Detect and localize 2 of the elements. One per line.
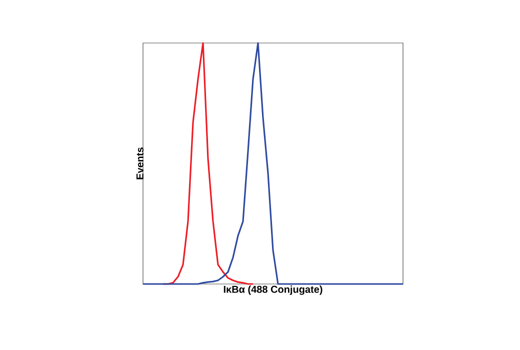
y-axis-title: Events [136, 148, 144, 180]
x-axis-title: IκBα (488 Conjugate) [224, 286, 322, 295]
